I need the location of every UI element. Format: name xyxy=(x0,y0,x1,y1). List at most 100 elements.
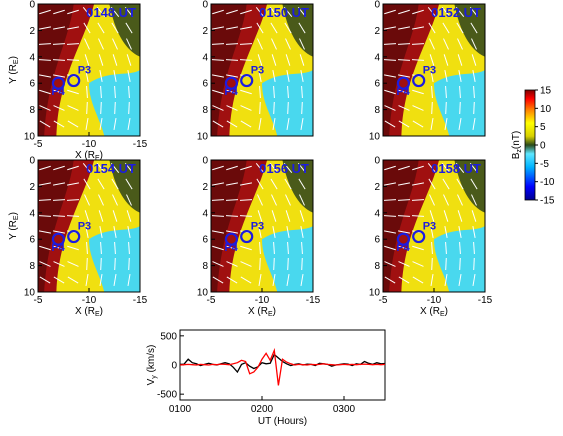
probe-marker xyxy=(224,76,238,90)
flow-arrow xyxy=(99,70,103,82)
probe-label: P4 xyxy=(51,242,65,254)
flow-arrow xyxy=(273,241,275,255)
flow-arrow xyxy=(128,241,130,255)
y-tick-label: 2 xyxy=(374,26,380,37)
flow-arrow xyxy=(99,118,103,130)
panel-title: 0158 UT xyxy=(431,161,481,176)
flow-arrow xyxy=(284,178,292,190)
flow-arrow xyxy=(469,162,479,174)
flow-arrow xyxy=(412,120,424,128)
flow-arrow xyxy=(457,54,463,66)
flow-arrow xyxy=(259,101,261,115)
flow-arrow xyxy=(398,165,410,171)
flow-arrow xyxy=(86,257,88,271)
map-panel: 0152 UT 0 2 4 6 8 10 P4 P3 xyxy=(369,0,486,143)
flow-arrow xyxy=(384,261,396,267)
flow-arrow xyxy=(225,215,239,217)
flow-arrow xyxy=(300,274,304,286)
y-tick-label: 10 xyxy=(197,288,209,299)
flow-arrow xyxy=(445,241,447,255)
flow-arrow xyxy=(84,194,90,206)
flow-arrow xyxy=(67,120,79,128)
flow-arrow xyxy=(240,261,252,267)
flow-arrow xyxy=(398,105,410,111)
flow-arrow xyxy=(38,59,52,61)
flow-arrow xyxy=(269,6,279,18)
y-tick-label: 0 xyxy=(29,0,35,11)
panel-frame xyxy=(382,3,486,137)
flow-arrow xyxy=(239,215,253,217)
flow-arrow xyxy=(53,74,65,78)
flow-arrow xyxy=(287,101,289,115)
flow-arrow xyxy=(212,245,224,251)
flow-arrow xyxy=(226,261,238,267)
flow-arrow xyxy=(226,182,238,186)
probe-marker xyxy=(396,76,410,90)
x-tick-label: -10 xyxy=(427,295,442,306)
flow-arrow xyxy=(67,9,79,15)
flow-arrow xyxy=(258,274,262,286)
y-tick-label: 500 xyxy=(160,331,177,342)
flow-arrow xyxy=(128,101,130,115)
y-tick-label: 8 xyxy=(29,105,35,116)
flow-arrow xyxy=(53,276,65,284)
y-tick-label: 2 xyxy=(374,182,380,193)
flow-arrow xyxy=(39,165,51,171)
flow-arrow xyxy=(430,70,434,82)
probe-marker xyxy=(51,232,66,246)
flow-arrow xyxy=(442,22,450,34)
flow-arrow xyxy=(52,43,66,45)
flow-arrow xyxy=(444,226,448,238)
flow-arrow xyxy=(112,210,118,222)
flow-arrow xyxy=(472,118,476,130)
y-tick-label: 4 xyxy=(29,208,35,219)
flow-arrow xyxy=(301,257,303,271)
flow-arrow xyxy=(429,210,435,222)
probe-label: P3 xyxy=(251,65,264,77)
flow-arrow xyxy=(287,241,289,255)
vy-timeseries: 500 0 -500 0100 0200 0300 UT (Hours) Vy (km/s) xyxy=(146,329,386,427)
flow-arrow xyxy=(126,210,132,222)
flow-arrow xyxy=(384,165,396,171)
flow-arrow xyxy=(85,274,89,286)
y-tick-label: 6 xyxy=(202,79,208,90)
flow-arrow xyxy=(52,215,66,217)
y-tick-label: 8 xyxy=(374,261,380,272)
flow-arrow xyxy=(226,105,238,111)
panel-frame xyxy=(210,3,314,137)
flow-arrow xyxy=(212,261,224,267)
x-tick-label: -15 xyxy=(306,295,321,306)
flow-arrow xyxy=(473,85,475,99)
flow-arrow xyxy=(211,43,225,45)
flow-arrow xyxy=(240,165,252,171)
flow-arrow xyxy=(100,257,102,271)
x-tick-label: -5 xyxy=(34,295,43,306)
flow-arrow xyxy=(301,85,303,99)
flow-arrow xyxy=(83,22,91,34)
x-tick-label: -10 xyxy=(255,295,270,306)
flow-arrow xyxy=(412,9,424,15)
y-tick-label: 10 xyxy=(369,288,381,299)
flow-arrow xyxy=(113,70,117,82)
flow-arrow xyxy=(99,226,103,238)
flow-arrow xyxy=(97,22,105,34)
flow-arrow xyxy=(255,6,265,18)
flow-arrow xyxy=(383,215,397,217)
x-axis-label: UT (Hours) xyxy=(258,416,307,427)
flow-arrow xyxy=(456,22,464,34)
flow-arrow xyxy=(113,274,117,286)
flow-arrow xyxy=(255,162,265,174)
panel-title: 0156 UT xyxy=(259,161,309,176)
bz-field xyxy=(383,4,485,136)
flow-arrow xyxy=(273,101,275,115)
flow-arrow xyxy=(259,85,261,99)
flow-arrow xyxy=(272,226,276,238)
flow-arrow xyxy=(128,85,130,99)
flow-arrow xyxy=(286,70,290,82)
flow-arrow xyxy=(67,105,79,111)
y-tick-label: 0 xyxy=(374,156,380,167)
flow-arrow xyxy=(457,194,463,206)
flow-arrow xyxy=(53,165,65,171)
flow-arrow xyxy=(212,165,224,171)
